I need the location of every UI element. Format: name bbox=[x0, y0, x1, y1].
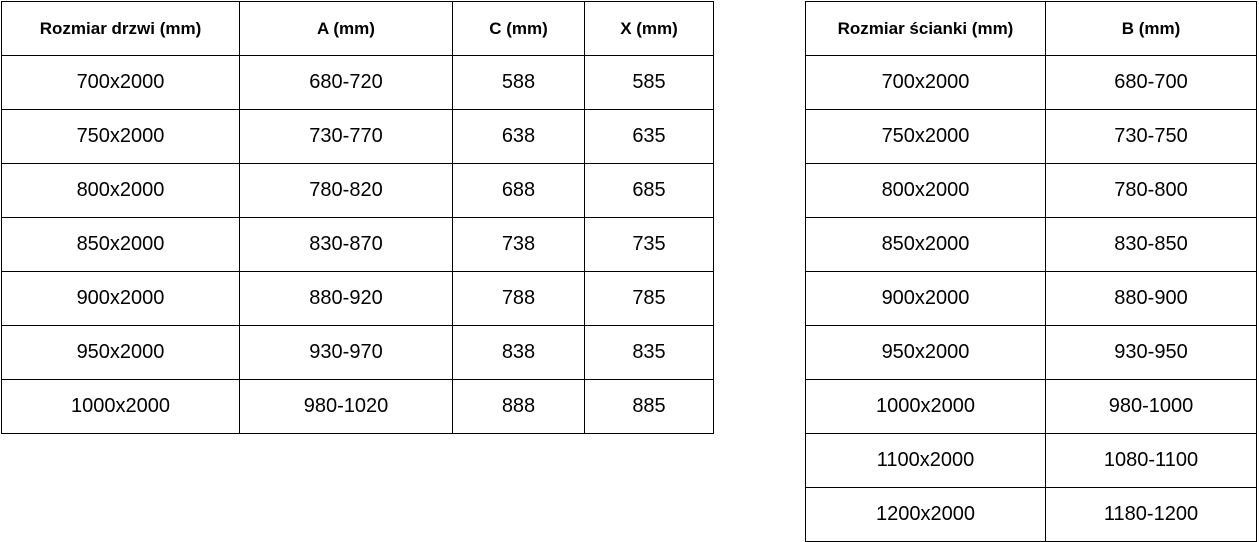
wall-table-header: Rozmiar ścianki (mm) B (mm) bbox=[805, 1, 1257, 56]
cell-b: 780-800 bbox=[1045, 163, 1257, 218]
column-header-b: B (mm) bbox=[1045, 1, 1257, 56]
cell-wall-size: 800x2000 bbox=[805, 163, 1046, 218]
cell-c: 688 bbox=[452, 163, 585, 218]
table-header-row: Rozmiar drzwi (mm) A (mm) C (mm) X (mm) bbox=[1, 1, 714, 56]
cell-door-size: 750x2000 bbox=[1, 109, 240, 164]
column-header-wall-size: Rozmiar ścianki (mm) bbox=[805, 1, 1046, 56]
cell-wall-size: 950x2000 bbox=[805, 325, 1046, 380]
cell-x: 735 bbox=[584, 217, 714, 272]
cell-b: 730-750 bbox=[1045, 109, 1257, 164]
cell-x: 635 bbox=[584, 109, 714, 164]
cell-c: 788 bbox=[452, 271, 585, 326]
table-row: 950x2000 930-950 bbox=[805, 325, 1257, 380]
cell-wall-size: 1000x2000 bbox=[805, 379, 1046, 434]
table-row: 700x2000 680-720 588 585 bbox=[1, 55, 714, 110]
door-table-header: Rozmiar drzwi (mm) A (mm) C (mm) X (mm) bbox=[1, 1, 714, 56]
cell-b: 830-850 bbox=[1045, 217, 1257, 272]
cell-x: 835 bbox=[584, 325, 714, 380]
cell-a: 730-770 bbox=[239, 109, 453, 164]
table-row: 1200x2000 1180-1200 bbox=[805, 487, 1257, 542]
table-row: 850x2000 830-870 738 735 bbox=[1, 217, 714, 272]
door-size-table: Rozmiar drzwi (mm) A (mm) C (mm) X (mm) … bbox=[1, 1, 714, 434]
table-row: 800x2000 780-820 688 685 bbox=[1, 163, 714, 218]
cell-door-size: 950x2000 bbox=[1, 325, 240, 380]
cell-x: 785 bbox=[584, 271, 714, 326]
cell-x: 685 bbox=[584, 163, 714, 218]
cell-a: 880-920 bbox=[239, 271, 453, 326]
table-row: 750x2000 730-750 bbox=[805, 109, 1257, 164]
cell-wall-size: 750x2000 bbox=[805, 109, 1046, 164]
table-row: 700x2000 680-700 bbox=[805, 55, 1257, 110]
cell-c: 888 bbox=[452, 379, 585, 434]
cell-wall-size: 1100x2000 bbox=[805, 433, 1046, 488]
cell-c: 838 bbox=[452, 325, 585, 380]
cell-wall-size: 900x2000 bbox=[805, 271, 1046, 326]
cell-b: 880-900 bbox=[1045, 271, 1257, 326]
cell-c: 638 bbox=[452, 109, 585, 164]
cell-b: 1080-1100 bbox=[1045, 433, 1257, 488]
cell-wall-size: 1200x2000 bbox=[805, 487, 1046, 542]
cell-door-size: 900x2000 bbox=[1, 271, 240, 326]
cell-b: 980-1000 bbox=[1045, 379, 1257, 434]
cell-a: 680-720 bbox=[239, 55, 453, 110]
column-header-door-size: Rozmiar drzwi (mm) bbox=[1, 1, 240, 56]
cell-door-size: 850x2000 bbox=[1, 217, 240, 272]
table-header-row: Rozmiar ścianki (mm) B (mm) bbox=[805, 1, 1257, 56]
table-row: 950x2000 930-970 838 835 bbox=[1, 325, 714, 380]
cell-wall-size: 850x2000 bbox=[805, 217, 1046, 272]
column-header-c: C (mm) bbox=[452, 1, 585, 56]
column-header-a: A (mm) bbox=[239, 1, 453, 56]
cell-a: 830-870 bbox=[239, 217, 453, 272]
cell-door-size: 1000x2000 bbox=[1, 379, 240, 434]
table-row: 1000x2000 980-1000 bbox=[805, 379, 1257, 434]
table-row: 1000x2000 980-1020 888 885 bbox=[1, 379, 714, 434]
cell-a: 930-970 bbox=[239, 325, 453, 380]
cell-b: 930-950 bbox=[1045, 325, 1257, 380]
table-row: 750x2000 730-770 638 635 bbox=[1, 109, 714, 164]
cell-x: 885 bbox=[584, 379, 714, 434]
table-row: 850x2000 830-850 bbox=[805, 217, 1257, 272]
table-row: 900x2000 880-920 788 785 bbox=[1, 271, 714, 326]
cell-a: 780-820 bbox=[239, 163, 453, 218]
column-header-x: X (mm) bbox=[584, 1, 714, 56]
door-table-body: 700x2000 680-720 588 585 750x2000 730-77… bbox=[1, 55, 714, 434]
cell-c: 588 bbox=[452, 55, 585, 110]
cell-door-size: 800x2000 bbox=[1, 163, 240, 218]
table-row: 1100x2000 1080-1100 bbox=[805, 433, 1257, 488]
cell-b: 680-700 bbox=[1045, 55, 1257, 110]
cell-x: 585 bbox=[584, 55, 714, 110]
wall-table-body: 700x2000 680-700 750x2000 730-750 800x20… bbox=[805, 55, 1257, 542]
table-row: 800x2000 780-800 bbox=[805, 163, 1257, 218]
table-row: 900x2000 880-900 bbox=[805, 271, 1257, 326]
cell-b: 1180-1200 bbox=[1045, 487, 1257, 542]
cell-wall-size: 700x2000 bbox=[805, 55, 1046, 110]
cell-c: 738 bbox=[452, 217, 585, 272]
cell-door-size: 700x2000 bbox=[1, 55, 240, 110]
cell-a: 980-1020 bbox=[239, 379, 453, 434]
wall-panel-size-table: Rozmiar ścianki (mm) B (mm) 700x2000 680… bbox=[805, 1, 1257, 542]
